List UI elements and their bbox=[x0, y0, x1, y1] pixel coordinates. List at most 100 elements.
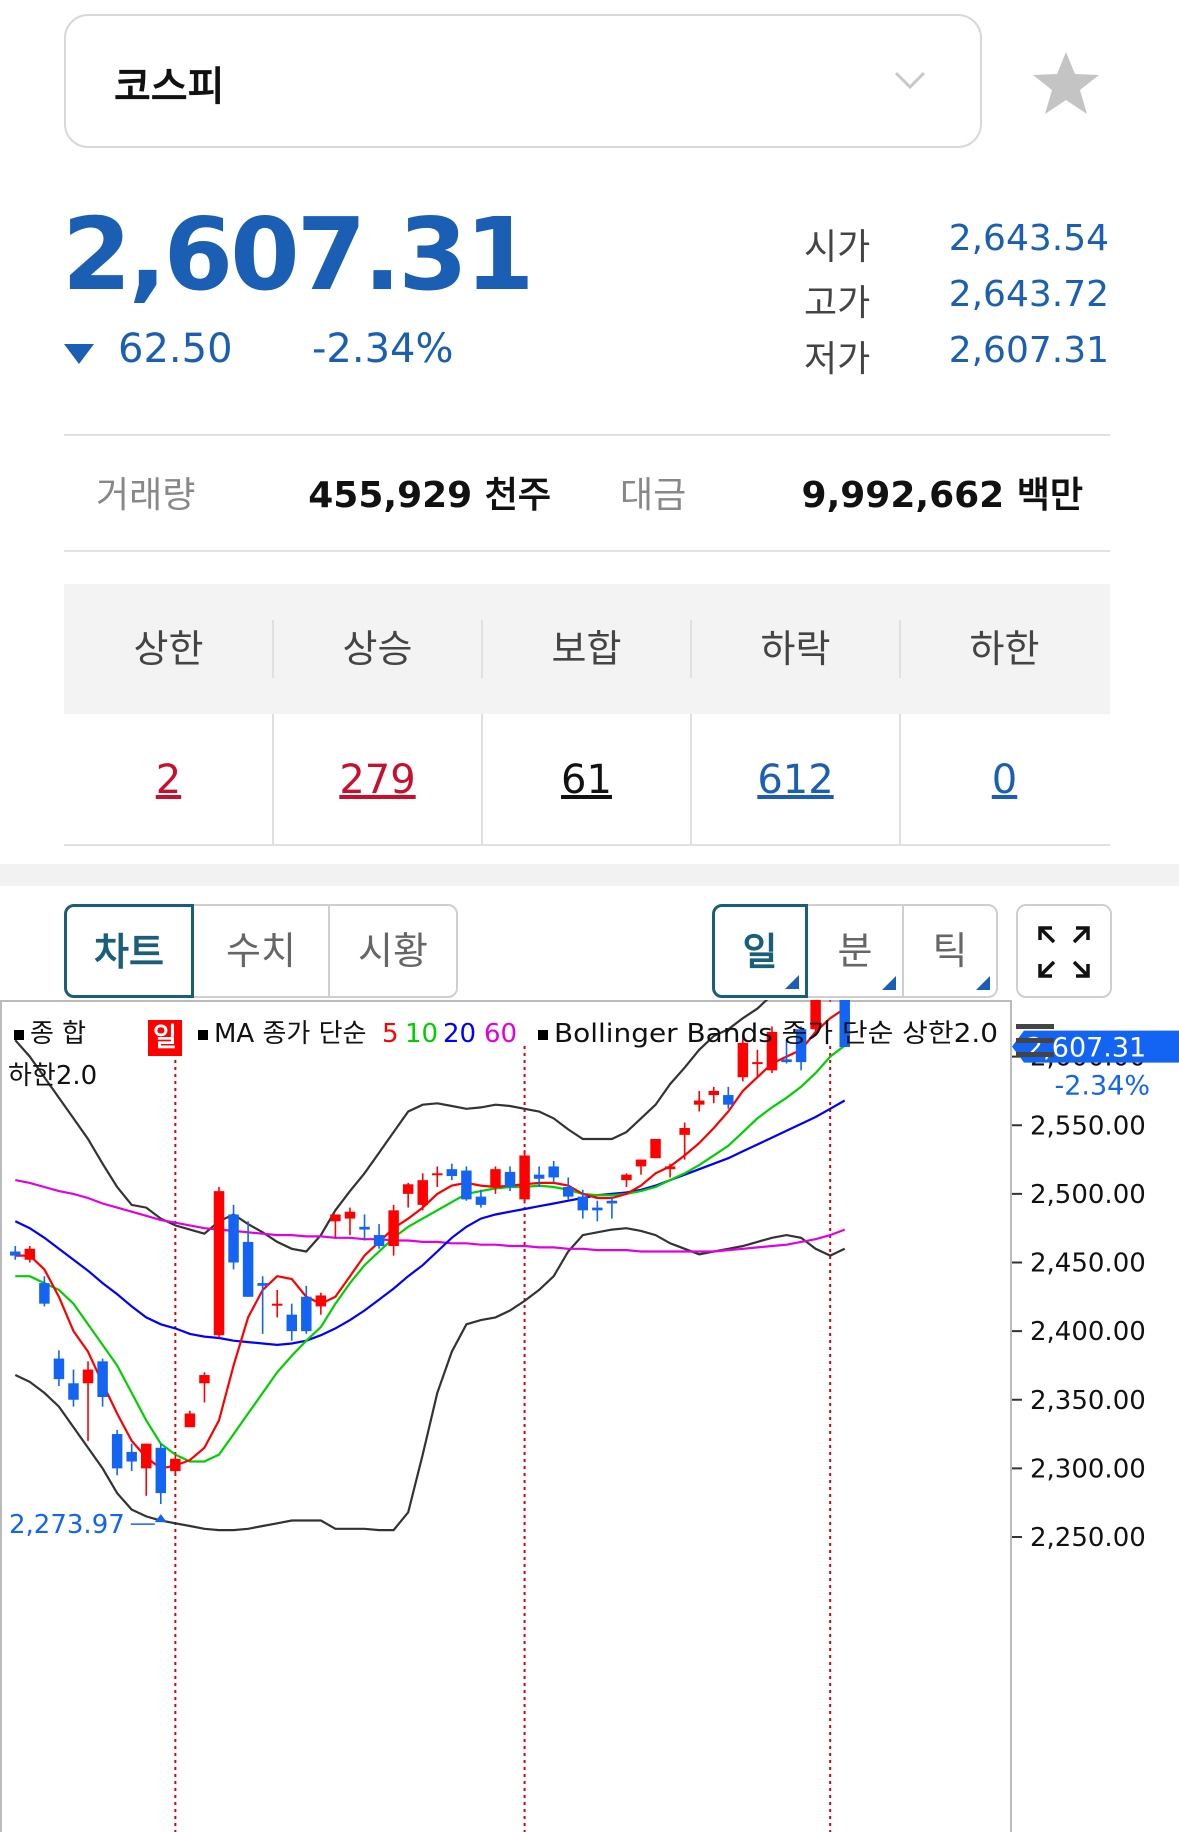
candle-body bbox=[475, 1196, 487, 1205]
submenu-corner-icon bbox=[882, 976, 896, 990]
y-axis-label: 2,400.00 bbox=[1030, 1317, 1146, 1347]
y-axis-label: 2,550.00 bbox=[1030, 1111, 1146, 1141]
breadth-advance-link[interactable]: 279 bbox=[339, 757, 416, 803]
candle-body bbox=[388, 1210, 399, 1247]
submenu-corner-icon bbox=[976, 976, 990, 990]
candle-body bbox=[271, 1303, 283, 1306]
candle-body bbox=[330, 1214, 341, 1222]
ma5-line bbox=[15, 1007, 846, 1470]
candle-body bbox=[592, 1207, 603, 1211]
period-tick-tab[interactable]: 틱 bbox=[902, 904, 998, 998]
low-value: 2,607.31 bbox=[948, 330, 1109, 371]
chart-frame bbox=[0, 1000, 1012, 1832]
star-icon[interactable] bbox=[1030, 48, 1102, 120]
breadth-decline-link[interactable]: 612 bbox=[757, 757, 834, 803]
candle-body bbox=[810, 1000, 821, 1030]
candle-body bbox=[548, 1166, 559, 1178]
period-daily-tab[interactable]: 일 bbox=[712, 904, 808, 998]
breadth-head-unchanged: 보합 bbox=[551, 627, 622, 671]
candle-body bbox=[504, 1171, 516, 1188]
high-label: 고가 bbox=[804, 283, 871, 324]
candle-body bbox=[10, 1251, 21, 1256]
ma60-line bbox=[15, 1179, 846, 1253]
y-axis-label: 2,250.00 bbox=[1030, 1523, 1146, 1553]
market-breadth-table: 상한 상승 보합 하락 하한 2 279 61 612 0 bbox=[64, 584, 1110, 846]
column-divider bbox=[690, 714, 692, 846]
candle-body bbox=[82, 1369, 94, 1384]
fullscreen-button[interactable] bbox=[1016, 904, 1112, 998]
candle-body bbox=[577, 1196, 589, 1211]
breadth-lower-limit-link[interactable]: 0 bbox=[991, 757, 1018, 803]
candle-body bbox=[679, 1127, 690, 1135]
legend-marker bbox=[14, 1030, 24, 1040]
candle-body bbox=[446, 1169, 458, 1177]
candle-body bbox=[402, 1184, 414, 1194]
breadth-upper-limit-link[interactable]: 2 bbox=[155, 757, 182, 803]
legend-ma20: 20 bbox=[443, 1019, 476, 1049]
period-badge-label: 일 bbox=[153, 1023, 177, 1053]
y-axis-label: 2,300.00 bbox=[1030, 1454, 1146, 1484]
price-chart[interactable]: 2,650.002,600.002,550.002,500.002,450.00… bbox=[0, 1000, 1179, 1832]
tab-numbers[interactable]: 수치 bbox=[192, 904, 330, 998]
legend-marker bbox=[198, 1030, 208, 1040]
legend-ma60: 60 bbox=[484, 1019, 517, 1049]
divider bbox=[64, 434, 1110, 436]
column-divider bbox=[272, 620, 274, 678]
chevron-down-icon bbox=[894, 71, 926, 90]
breadth-header bbox=[64, 584, 1110, 714]
volume-label: 거래량 bbox=[96, 475, 196, 516]
candle-body bbox=[359, 1226, 370, 1230]
tab-market-news[interactable]: 시황 bbox=[328, 904, 458, 998]
menu-icon[interactable] bbox=[1016, 1024, 1054, 1057]
candle-body bbox=[199, 1375, 210, 1384]
divider bbox=[64, 550, 1110, 552]
candle-body bbox=[184, 1413, 196, 1428]
candle-body bbox=[490, 1169, 501, 1188]
y-axis-label: 2,650.00 bbox=[1030, 1000, 1146, 1004]
column-divider bbox=[481, 620, 483, 678]
candle-body bbox=[839, 1000, 850, 1048]
fullscreen-icon bbox=[1038, 926, 1090, 978]
price-change-pct: -2.34% bbox=[312, 326, 454, 372]
breadth-head-decline: 하락 bbox=[760, 627, 831, 671]
low-label: 저가 bbox=[804, 339, 871, 380]
period-badge bbox=[148, 1020, 182, 1056]
candle-body bbox=[155, 1447, 167, 1494]
candle-body bbox=[461, 1170, 472, 1200]
last-change-label: -2.34% bbox=[1054, 1071, 1150, 1102]
legend-series-label: 종 합 bbox=[30, 1019, 86, 1049]
index-name: 코스피 bbox=[114, 64, 225, 110]
tab-chart[interactable]: 차트 bbox=[64, 904, 194, 998]
submenu-corner-icon bbox=[785, 975, 799, 989]
y-axis-label: 2,350.00 bbox=[1030, 1386, 1146, 1416]
candle-body bbox=[228, 1214, 239, 1263]
candle-body bbox=[606, 1200, 618, 1204]
candle-body bbox=[650, 1138, 661, 1159]
open-value: 2,643.54 bbox=[948, 218, 1109, 259]
breadth-unchanged-link[interactable]: 61 bbox=[561, 757, 612, 803]
period-minute-tab[interactable]: 분 bbox=[806, 904, 904, 998]
column-divider bbox=[899, 620, 901, 678]
column-divider bbox=[272, 714, 274, 846]
y-axis-label: 2,500.00 bbox=[1030, 1180, 1146, 1210]
period-minute-label: 분 bbox=[837, 929, 873, 973]
open-label: 시가 bbox=[804, 227, 871, 268]
period-tick-label: 틱 bbox=[932, 929, 968, 973]
legend-ma-label: MA 종가 단순 bbox=[214, 1019, 366, 1049]
candle-body bbox=[664, 1166, 676, 1170]
candle-body bbox=[53, 1358, 65, 1380]
current-price: 2,607.31 bbox=[62, 196, 534, 313]
candle-body bbox=[693, 1100, 705, 1105]
candle-body bbox=[737, 1042, 749, 1078]
candle-body bbox=[39, 1283, 50, 1304]
candle-body bbox=[97, 1361, 108, 1398]
candle-body bbox=[417, 1180, 428, 1205]
candle-body bbox=[24, 1248, 36, 1260]
column-divider bbox=[899, 714, 901, 846]
bollinger-upper-line bbox=[14, 1000, 769, 1253]
price-change: 62.50 bbox=[118, 326, 233, 372]
legend-ma10: 10 bbox=[405, 1019, 438, 1049]
index-selector[interactable]: 코스피 bbox=[64, 14, 982, 148]
candle-body bbox=[126, 1451, 137, 1462]
section-gap bbox=[0, 864, 1179, 886]
